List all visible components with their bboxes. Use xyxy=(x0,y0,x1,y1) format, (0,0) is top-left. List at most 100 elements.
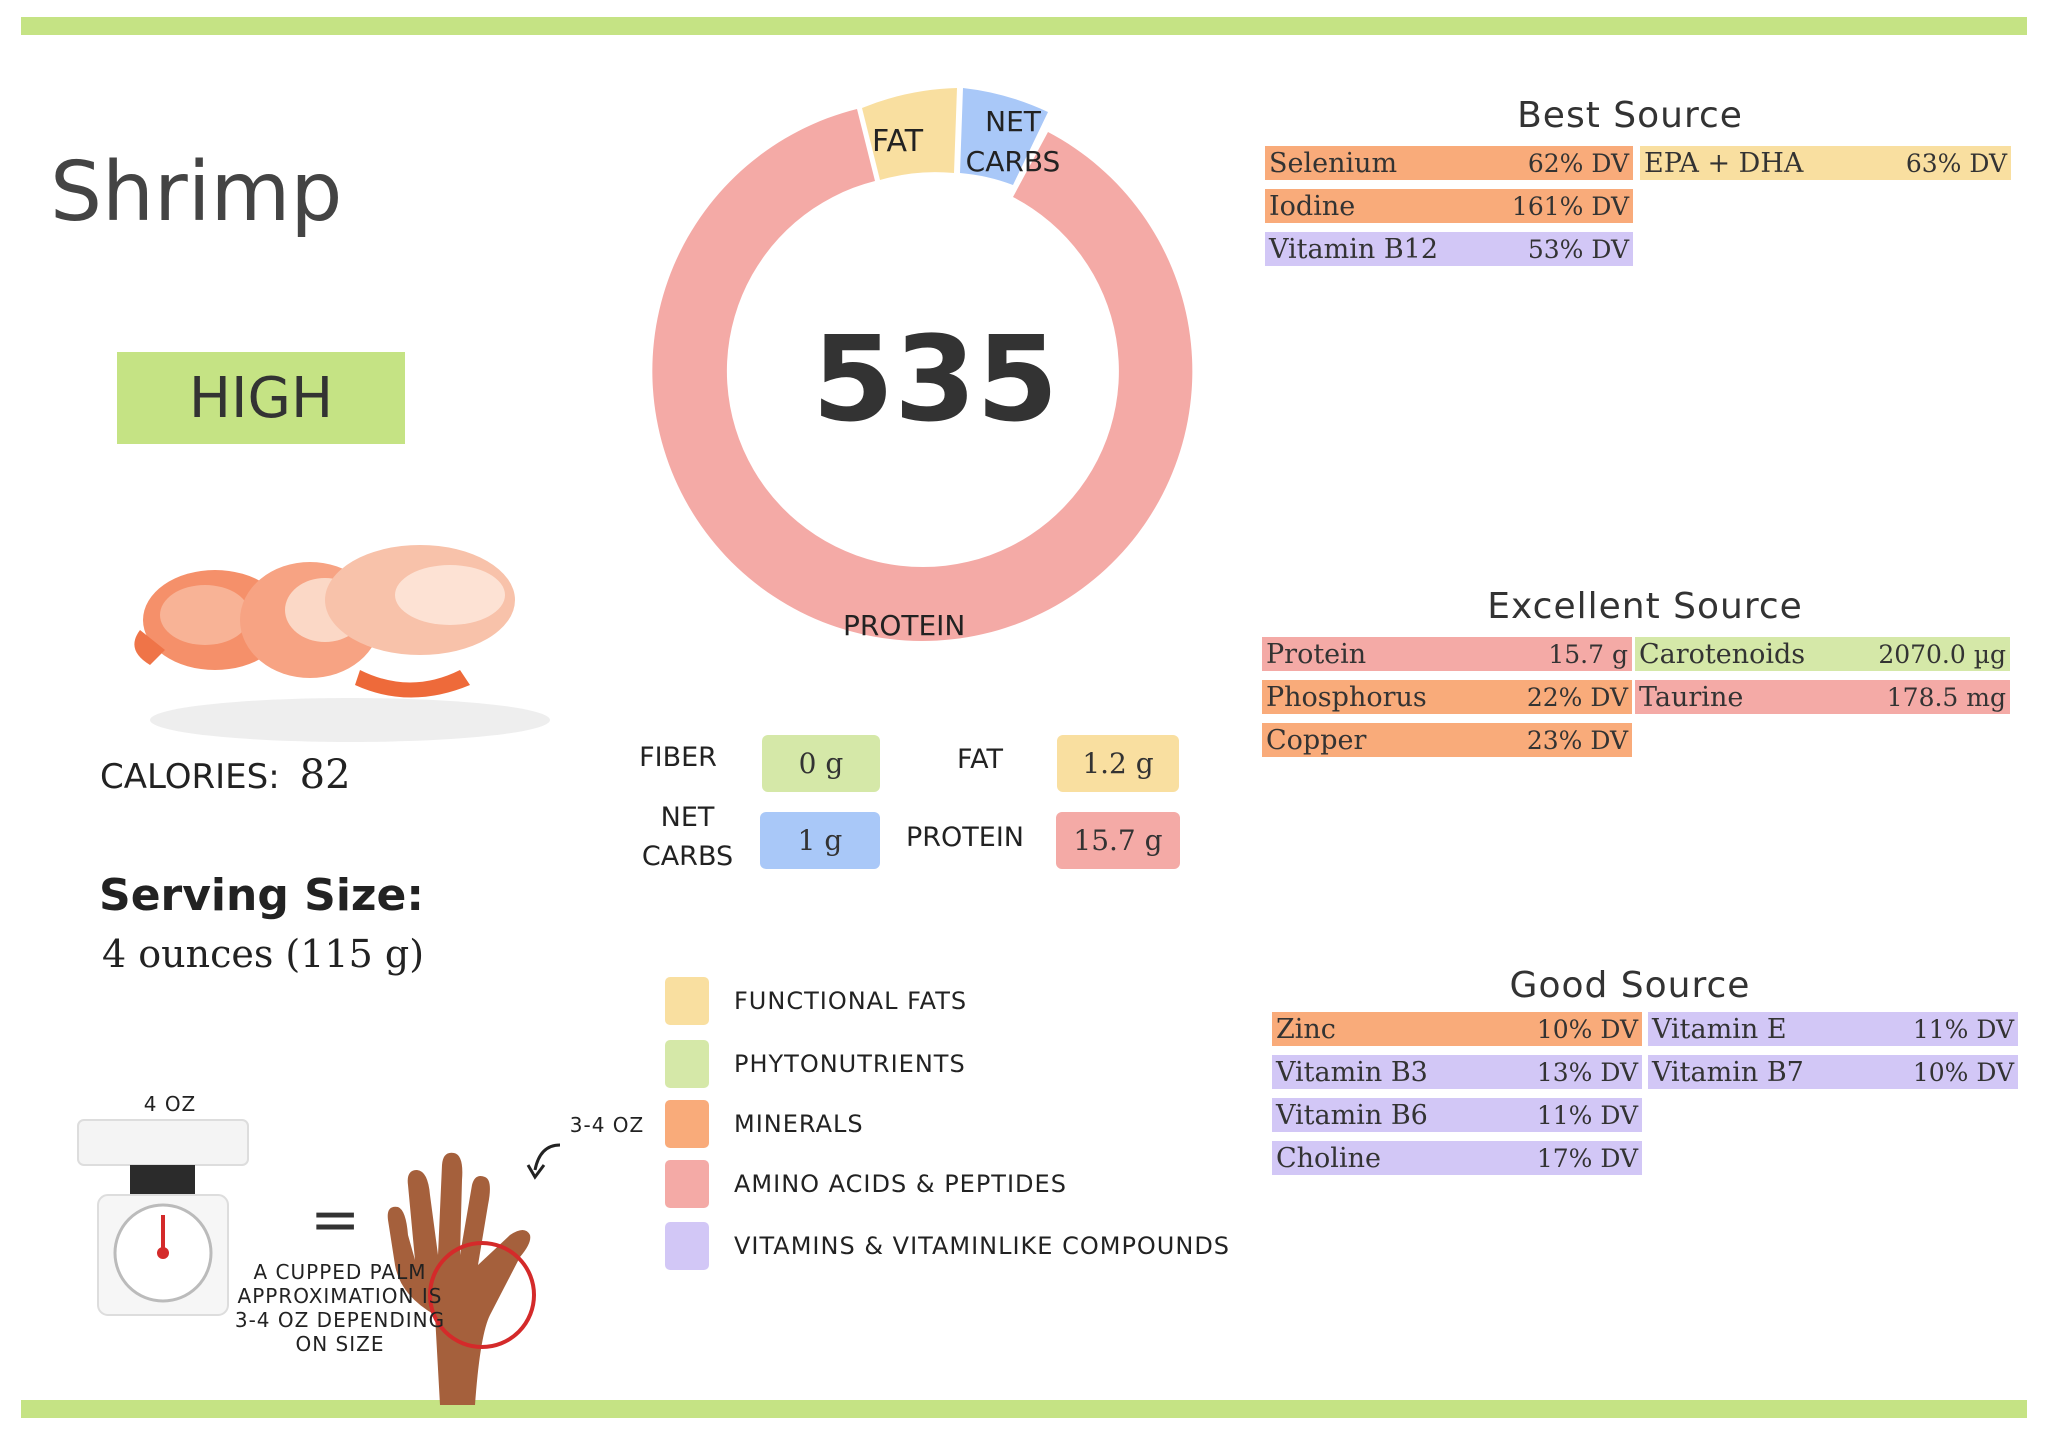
legend-swatch xyxy=(665,1222,709,1270)
portion-note-line: APPROXIMATION IS xyxy=(237,1284,443,1308)
serving-size-value: 4 ounces (115 g) xyxy=(102,932,425,976)
scale-label: 4 OZ xyxy=(143,1092,197,1116)
nutrient-name: Vitamin B7 xyxy=(1652,1056,1804,1088)
legend-swatch xyxy=(665,1160,709,1208)
nutrient-row: Choline 17% DV xyxy=(1272,1141,1642,1175)
nutrient-name: Phosphorus xyxy=(1266,681,1427,713)
protein-value: 15.7 g xyxy=(1056,812,1180,869)
calories-label: CALORIES: xyxy=(100,757,280,797)
legend-label: MINERALS xyxy=(734,1110,864,1138)
hand-arrow xyxy=(533,1143,561,1171)
donut-netcarbs-segment xyxy=(960,88,1048,185)
nutrient-row: Vitamin B12 53% DV xyxy=(1265,232,1633,266)
donut-netcarbs-label: NET CARBS xyxy=(958,102,1068,182)
nutrient-row: Vitamin E 11% DV xyxy=(1648,1012,2018,1046)
fiber-value: 0 g xyxy=(762,735,880,792)
portion-note-line: A CUPPED PALM xyxy=(253,1260,427,1284)
hand-shape xyxy=(387,1152,531,1405)
nutrient-amount: 11% DV xyxy=(1536,1100,1638,1130)
equals-sign: = xyxy=(310,1185,361,1255)
hand-label: 3-4 OZ xyxy=(569,1113,645,1137)
legend-label: FUNCTIONAL FATS xyxy=(734,987,968,1015)
excellent-source-title: Excellent Source xyxy=(1487,586,1803,627)
nutrient-amount: 10% DV xyxy=(1536,1014,1638,1044)
nutrient-name: Choline xyxy=(1276,1142,1381,1174)
nutrient-name: Protein xyxy=(1266,638,1367,670)
nutrient-row: Iodine 161% DV xyxy=(1265,189,1633,223)
nutrient-name: EPA + DHA xyxy=(1644,147,1804,179)
palm-circle xyxy=(428,1241,536,1349)
nutrient-row: Vitamin B6 11% DV xyxy=(1272,1098,1642,1132)
nutrient-row: Vitamin B3 13% DV xyxy=(1272,1055,1642,1089)
legend-label: VITAMINS & VITAMINLIKE COMPOUNDS xyxy=(734,1232,1231,1260)
nutrient-name: Taurine xyxy=(1639,681,1744,713)
rating-badge: HIGH xyxy=(117,352,405,444)
netcarbs-label-line2: CARBS xyxy=(641,841,734,872)
nutrient-name: Selenium xyxy=(1269,147,1398,179)
nutrient-amount: 53% DV xyxy=(1527,234,1629,264)
nutrient-name: Copper xyxy=(1266,724,1367,756)
nutrient-amount: 11% DV xyxy=(1912,1014,2014,1044)
netcarbs-value: 1 g xyxy=(760,812,880,869)
nutrient-amount: 17% DV xyxy=(1536,1143,1638,1173)
portion-note-line: 3-4 OZ DEPENDING xyxy=(234,1308,446,1332)
legend-swatch xyxy=(665,977,709,1025)
serving-size-heading: Serving Size: xyxy=(99,870,424,921)
nutrient-amount: 63% DV xyxy=(1905,148,2007,178)
nutrient-amount: 15.7 g xyxy=(1548,639,1628,669)
shrimp-photo xyxy=(134,545,550,742)
nutrient-name: Iodine xyxy=(1269,190,1356,222)
nutrient-row: Protein 15.7 g xyxy=(1262,637,1632,671)
top-accent-bar xyxy=(21,17,2027,35)
portion-note-line: ON SIZE xyxy=(295,1332,385,1356)
netcarbs-label: NET CARBS xyxy=(630,798,745,876)
nutrient-amount: 178.5 mg xyxy=(1886,682,2006,712)
donut-fat-label: FAT xyxy=(872,124,924,159)
netcarbs-label-line1: NET xyxy=(660,802,715,833)
nutrient-amount: 62% DV xyxy=(1527,148,1629,178)
nutrient-amount: 10% DV xyxy=(1912,1057,2014,1087)
protein-label: PROTEIN xyxy=(905,822,1024,853)
nutrient-row: Taurine 178.5 mg xyxy=(1635,680,2010,714)
portion-note: A CUPPED PALM APPROXIMATION IS 3-4 OZ DE… xyxy=(225,1260,455,1356)
donut-protein-label: PROTEIN xyxy=(843,609,966,642)
donut-fat-segment xyxy=(862,88,957,180)
best-source-title: Best Source xyxy=(1517,95,1743,136)
bottom-accent-bar xyxy=(21,1400,2027,1418)
nutrient-name: Vitamin B12 xyxy=(1269,233,1439,265)
calories-row: CALORIES: 82 xyxy=(100,752,351,798)
donut-netcarbs-line2: CARBS xyxy=(965,145,1061,178)
food-title: Shrimp xyxy=(50,145,343,240)
donut-center-value: 535 xyxy=(812,310,1059,448)
donut-netcarbs-line1: NET xyxy=(985,105,1041,138)
nutrient-row: Selenium 62% DV xyxy=(1265,146,1633,180)
nutrient-row: Carotenoids 2070.0 µg xyxy=(1635,637,2010,671)
fat-label: FAT xyxy=(957,744,1003,775)
legend-label: PHYTONUTRIENTS xyxy=(734,1050,966,1078)
nutrient-name: Zinc xyxy=(1276,1013,1336,1045)
good-source-title: Good Source xyxy=(1509,965,1751,1006)
nutrient-amount: 23% DV xyxy=(1526,725,1628,755)
nutrient-amount: 13% DV xyxy=(1536,1057,1638,1087)
nutrient-name: Vitamin E xyxy=(1652,1013,1787,1045)
fiber-label: FIBER xyxy=(639,742,717,773)
legend-swatch xyxy=(665,1040,709,1088)
scale-neck xyxy=(130,1165,195,1195)
nutrient-row: Vitamin B7 10% DV xyxy=(1648,1055,2018,1089)
nutrient-row: Phosphorus 22% DV xyxy=(1262,680,1632,714)
nutrient-row: EPA + DHA 63% DV xyxy=(1640,146,2011,180)
nutrient-amount: 22% DV xyxy=(1526,682,1628,712)
nutrient-amount: 161% DV xyxy=(1511,191,1629,221)
legend-label: AMINO ACIDS & PEPTIDES xyxy=(734,1170,1067,1198)
nutrient-name: Carotenoids xyxy=(1639,638,1806,670)
calories-value: 82 xyxy=(299,752,351,798)
nutrient-amount: 2070.0 µg xyxy=(1878,639,2006,669)
portion-illustration xyxy=(77,1119,561,1405)
scale-tray xyxy=(77,1119,249,1166)
nutrient-name: Vitamin B6 xyxy=(1276,1099,1428,1131)
calorie-donut-chart xyxy=(652,88,1193,641)
nutrient-name: Vitamin B3 xyxy=(1276,1056,1428,1088)
fat-value: 1.2 g xyxy=(1057,735,1179,792)
nutrient-row: Copper 23% DV xyxy=(1262,723,1632,757)
nutrient-row: Zinc 10% DV xyxy=(1272,1012,1642,1046)
